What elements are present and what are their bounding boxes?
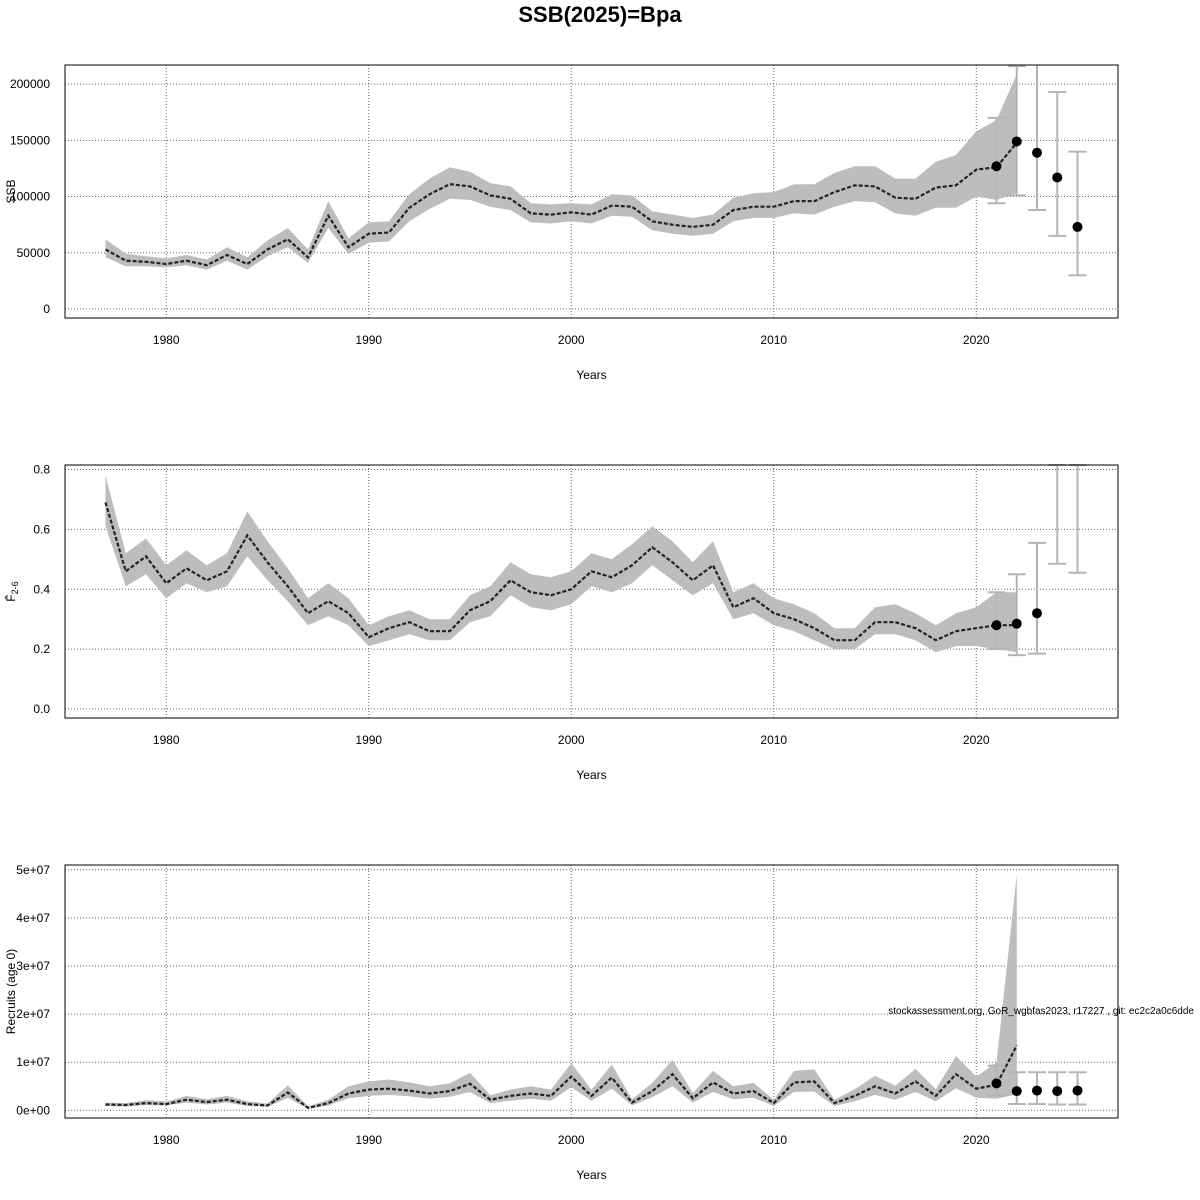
x-tick-label: 2020 [963, 333, 990, 347]
x-axis-label: Years [576, 368, 606, 382]
confidence-band [105, 475, 1017, 653]
forecast-point [991, 620, 1002, 631]
estimate-line [104, 141, 1018, 267]
y-tick-label: 5e+07 [16, 863, 50, 877]
forecast-point [1032, 1085, 1042, 1096]
plot-area [104, 475, 1017, 653]
plot-frame [64, 464, 1119, 719]
forecast-point [1052, 1086, 1063, 1097]
fbar-panel: 1980 1990 2000 2010 2020 0.0 0.2 0.4 0.6 0.8 Years… [4, 462, 1119, 782]
y-axis-label-subscript: 2-6 [10, 581, 20, 594]
y-axis-label: F̄2-6 [4, 581, 20, 601]
x-axis-label: Years [576, 1168, 606, 1182]
x-tick-label: 2000 [558, 1133, 585, 1147]
x-tick-label: 2000 [558, 333, 585, 347]
figure-title: SSB(2025)=Bpa [518, 2, 682, 27]
y-tick-label: 2e+07 [16, 1007, 50, 1021]
x-tick-label: 1980 [153, 333, 180, 347]
estimate-line [104, 502, 1017, 642]
forecast-point [1011, 618, 1022, 629]
plot-frame [64, 64, 1119, 319]
y-tick-label: 0 [43, 302, 50, 316]
x-axis-label: Years [576, 768, 606, 782]
x-tick-label: 2010 [760, 333, 787, 347]
plot-area [105, 874, 1018, 1110]
x-tick-label: 1980 [153, 1133, 180, 1147]
y-tick-label: 200000 [10, 77, 50, 91]
y-tick-label: 100000 [10, 190, 50, 204]
x-tick-label: 2010 [760, 1133, 787, 1147]
x-tick-label: 2020 [963, 1133, 990, 1147]
plot-frame [64, 864, 1119, 1119]
y-tick-label: 1e+07 [16, 1055, 50, 1069]
ssb-panel: 1980 1990 2000 2010 2020 0 50000 100000 150000 20… [4, 64, 1119, 382]
y-tick-label: 0.8 [33, 462, 50, 476]
plot-area [104, 74, 1018, 270]
x-tick-label: 2010 [760, 733, 787, 747]
forecast-point [1052, 172, 1063, 183]
y-tick-label: 0.6 [33, 522, 50, 536]
watermark-text: stockassessment.org, GoR_wgbfas2023, r17… [888, 1006, 1194, 1017]
forecast-point [1032, 147, 1042, 158]
y-tick-label: 150000 [10, 133, 50, 147]
forecast-point [1072, 221, 1083, 232]
y-tick-label: 4e+07 [16, 911, 50, 925]
y-tick-label: 50000 [17, 246, 51, 260]
confidence-band [105, 874, 1017, 1109]
forecast-point [991, 1078, 1002, 1089]
y-axis-label: SSB [4, 179, 18, 203]
x-tick-label: 1990 [355, 333, 382, 347]
x-tick-label: 2000 [558, 733, 585, 747]
x-tick-label: 1990 [355, 1133, 382, 1147]
estimate-line [105, 1044, 1018, 1110]
forecast-point [1011, 136, 1022, 147]
forecast-point [1032, 608, 1042, 619]
y-tick-label: 0.2 [33, 642, 50, 656]
y-tick-label: 3e+07 [16, 959, 50, 973]
confidence-band [105, 74, 1017, 270]
y-tick-label: 0.0 [33, 702, 50, 716]
y-tick-label: 0.4 [33, 582, 50, 596]
forecast-point [991, 161, 1002, 172]
forecast-point [1072, 1085, 1083, 1096]
y-axis-label: Recruits (age 0) [4, 949, 18, 1034]
y-tick-label: 0e+00 [16, 1103, 50, 1117]
forecast-point [1011, 1086, 1022, 1097]
x-tick-label: 2020 [963, 733, 990, 747]
recruits-panel: 1980 1990 2000 2010 2020 0e+00 1e+07 2e+07 3e+07… [4, 863, 1119, 1182]
x-tick-label: 1990 [355, 733, 382, 747]
x-tick-label: 1980 [153, 733, 180, 747]
